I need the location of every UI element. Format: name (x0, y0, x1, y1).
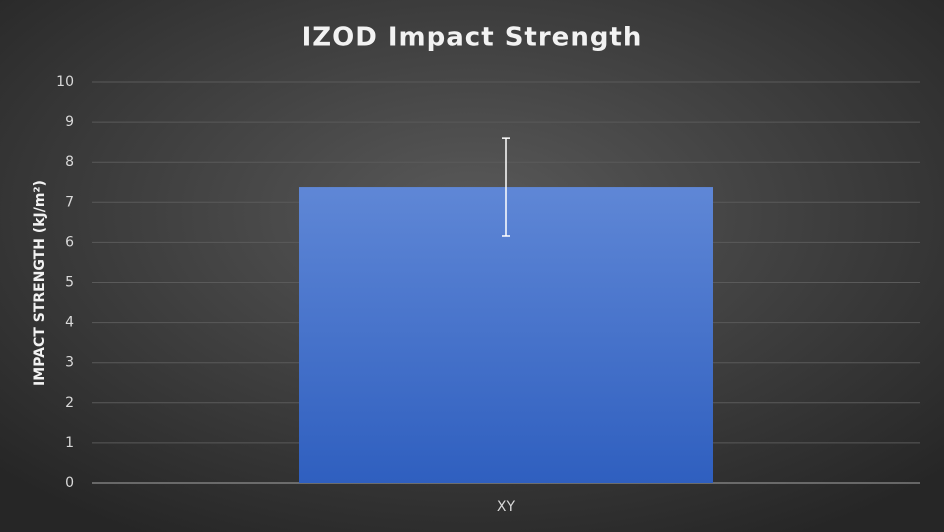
y-tick-label: 0 (65, 475, 74, 491)
chart-title: IZOD Impact Strength (302, 23, 643, 53)
error-bar (502, 137, 510, 237)
y-tick-label: 5 (65, 275, 74, 291)
x-tick-label: XY (497, 499, 516, 515)
y-tick-label: 6 (65, 234, 74, 250)
y-tick-label: 10 (56, 74, 74, 90)
y-tick-label: 9 (65, 114, 74, 130)
y-tick-label: 1 (65, 435, 74, 451)
y-tick-label: 2 (65, 395, 74, 411)
y-tick-label: 3 (65, 355, 74, 371)
y-axis-label: IMPACT STRENGTH (kJ/m²) (32, 180, 48, 386)
y-tick-label: 8 (65, 154, 74, 170)
y-tick-label: 7 (65, 194, 74, 210)
y-tick-label: 4 (65, 315, 74, 331)
